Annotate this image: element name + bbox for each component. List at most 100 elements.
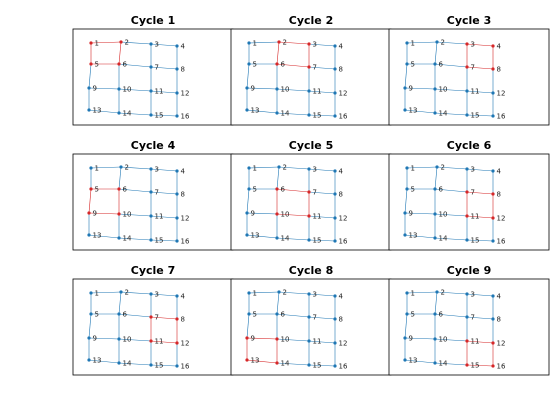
graph-edge xyxy=(118,166,122,190)
cycle-edge xyxy=(466,43,494,47)
graph-node xyxy=(433,236,437,240)
graph-edge xyxy=(150,239,178,242)
node-label: 10 xyxy=(123,211,132,219)
node-label: 15 xyxy=(313,362,322,370)
node-label: 2 xyxy=(283,39,287,47)
panel-frame xyxy=(230,28,392,126)
graph-node xyxy=(435,290,439,294)
graph-edge xyxy=(308,239,336,242)
graph-node xyxy=(433,337,437,341)
graph-node xyxy=(175,239,179,243)
graph-node xyxy=(333,91,337,95)
node-label: 1 xyxy=(95,40,99,48)
node-label: 2 xyxy=(125,289,129,297)
node-label: 13 xyxy=(251,107,260,115)
graph-edge xyxy=(434,362,468,366)
node-label: 9 xyxy=(409,335,413,343)
graph-node xyxy=(405,291,409,295)
graph-node xyxy=(465,167,469,171)
graph-edge xyxy=(88,109,120,114)
graph-node xyxy=(87,336,91,340)
graph-node xyxy=(491,114,495,118)
graph-node xyxy=(175,67,179,71)
node-label: 16 xyxy=(339,113,348,121)
cycle-node xyxy=(465,363,469,367)
graph-edge xyxy=(150,66,178,70)
node-label: 15 xyxy=(155,237,164,245)
cycle-edge xyxy=(150,340,178,344)
cycle-node xyxy=(89,41,93,45)
graph-node xyxy=(333,294,337,298)
graph-node xyxy=(87,358,91,362)
graph-edge xyxy=(248,291,280,294)
graph-edge xyxy=(404,234,436,239)
graph-node xyxy=(465,113,469,117)
graph-edge xyxy=(466,114,494,117)
node-label: 9 xyxy=(409,210,413,218)
graph-edge xyxy=(276,291,280,315)
graph-edge xyxy=(434,313,468,318)
graph-node xyxy=(433,62,437,66)
graph-node xyxy=(433,111,437,115)
graph-node xyxy=(491,91,495,95)
graph-node xyxy=(245,211,249,215)
graph-node xyxy=(275,111,279,115)
node-label: 10 xyxy=(439,336,448,344)
node-label: 2 xyxy=(441,39,445,47)
cycle-node xyxy=(275,62,279,66)
cycle-node xyxy=(491,216,495,220)
graph-edge xyxy=(278,166,310,170)
node-label: 11 xyxy=(313,213,322,221)
graph-edge xyxy=(150,43,178,47)
panel-frame xyxy=(388,153,550,251)
node-label: 9 xyxy=(93,85,97,93)
node-label: 4 xyxy=(497,168,502,176)
graph-node xyxy=(403,211,407,215)
node-label: 16 xyxy=(497,238,506,246)
cycle-node xyxy=(465,214,469,218)
graph-node xyxy=(277,290,281,294)
cycle-node xyxy=(307,65,311,69)
graph-node xyxy=(247,166,251,170)
graph-node xyxy=(333,169,337,173)
graph-edge xyxy=(118,213,152,217)
cycle-node xyxy=(149,315,153,319)
graph-edge xyxy=(248,41,280,44)
node-label: 5 xyxy=(411,61,415,69)
graph-node xyxy=(333,317,337,321)
graph-edge xyxy=(246,313,250,339)
node-label: 5 xyxy=(411,186,415,194)
graph-node xyxy=(175,44,179,48)
node-label: 3 xyxy=(155,41,159,49)
cycle-edge xyxy=(466,66,494,70)
graph-node xyxy=(117,111,121,115)
graph-node xyxy=(87,233,91,237)
graph-node xyxy=(491,169,495,173)
node-label: 10 xyxy=(123,336,132,344)
panel-title: Cycle 4 xyxy=(131,139,176,152)
graph-edge xyxy=(404,109,436,114)
cycle-node xyxy=(465,339,469,343)
node-label: 9 xyxy=(251,335,255,343)
graph-node xyxy=(403,233,407,237)
panel-title: Cycle 1 xyxy=(131,14,175,27)
graph-edge xyxy=(466,316,494,320)
cycle-node xyxy=(491,341,495,345)
node-label: 5 xyxy=(95,61,99,69)
graph-edge xyxy=(434,41,438,65)
node-label: 11 xyxy=(155,213,164,221)
cycle-node xyxy=(307,214,311,218)
node-label: 6 xyxy=(439,186,444,194)
graph-node xyxy=(435,40,439,44)
cycle-edge xyxy=(118,41,122,65)
graph-edge xyxy=(118,362,152,366)
panel-frame xyxy=(388,278,550,376)
graph-node xyxy=(465,238,469,242)
cycle-node xyxy=(275,361,279,365)
graph-node xyxy=(333,44,337,48)
node-label: 12 xyxy=(339,215,348,223)
node-label: 10 xyxy=(281,211,290,219)
graph-edge xyxy=(434,63,468,68)
